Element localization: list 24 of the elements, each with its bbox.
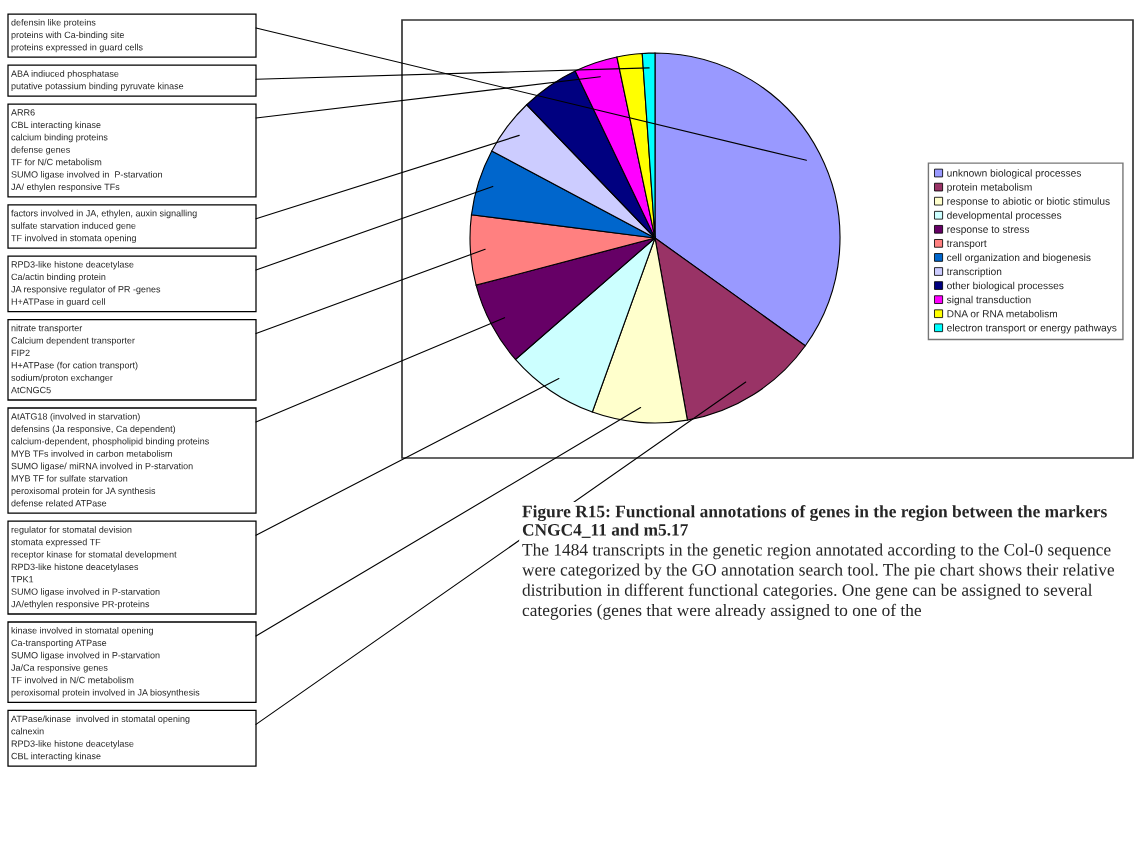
text: RPD3-like histone deacetylase Ca/actin binding protein JA responsive regulator of PR -genes H+ATPase in guard cell xyxy=(11,260,161,307)
text: ABA indiuced phosphatase putative potassium binding pyruvate kinase xyxy=(11,70,184,92)
text: defensin like proteins proteins with Ca-binding site proteins expressed in guard cells xyxy=(11,18,143,53)
text: AtATG18 (involved in starvation) defensins (Ja responsive, Ca dependent) calcium-dependent, phospholipid binding proteins MYB TFs involved in carbon metabolism SUMO ligase/ miRNA involved in P-starvation MYB TF for sulfate starvation peroxisomal protein for JA synthesis defense related ATPase xyxy=(11,412,209,507)
legend-label: other biological processes xyxy=(947,281,1064,292)
text: ATPase/kinase involved in stomatal opening calnexin RPD3-like histone deacetylase CBL interacting kinase xyxy=(11,715,190,762)
text: factors involved in JA, ethylen, auxin signalling sulfate starvation induced gene TF involved in stomata opening xyxy=(11,209,197,244)
text: ARR6 CBL interacting kinase calcium binding proteins defense genes TF for N/C metabolism SUMO ligase involved in P-starvation JA/ ethylen responsive TFs xyxy=(11,109,162,192)
legend-label: DNA or RNA metabolism xyxy=(947,309,1057,318)
text: kinase involved in stomatal opening Ca-transporting ATPase SUMO ligase involved in P-starvation Ja/Ca responsive genes TF involved in N/C metabolism peroxisomal protein involved in JA biosynthesis xyxy=(11,626,200,698)
legend-label: developmental processes xyxy=(947,211,1062,221)
legend-label: signal transduction xyxy=(946,295,1031,306)
legend-label: transcription xyxy=(946,267,1002,278)
legend-label: unknown biological processes xyxy=(947,169,1081,179)
legend-label: electron transport or energy pathways xyxy=(947,323,1117,334)
text: nitrate transporter Calcium dependent transporter FIP2 H+ATPase (for cation transport) sodium/proton exchanger AtCNGC5 xyxy=(11,324,138,394)
text: The 1484 transcripts in the genetic region annotated according to the Col-0 sequence were categorized by the GO annotation search tool. The pie chart shows their relative distribution in different functional categories. One gene can be assigned to several categories (genes that were already assigned to one of the xyxy=(522,543,1115,620)
legend-label: transport xyxy=(946,240,987,249)
legend-label: response to abiotic or biotic stimulus xyxy=(947,197,1110,207)
legend-label: protein metabolism xyxy=(947,183,1032,193)
legend-label: cell organization and biogenesis xyxy=(947,253,1091,264)
text: regulator for stomatal devision stomata expressed TF receptor kinase for stomatal development RPD3-like histone deacetylases TPK1 SUMO ligase involved in P-starvation JA/ethylen responsive PR-proteins xyxy=(11,526,177,610)
legend-label: response to stress xyxy=(947,226,1030,235)
text: Figure R15: Functional annotations of genes in the region between the markers CNGC4_11 and m5.17 xyxy=(522,505,1107,538)
